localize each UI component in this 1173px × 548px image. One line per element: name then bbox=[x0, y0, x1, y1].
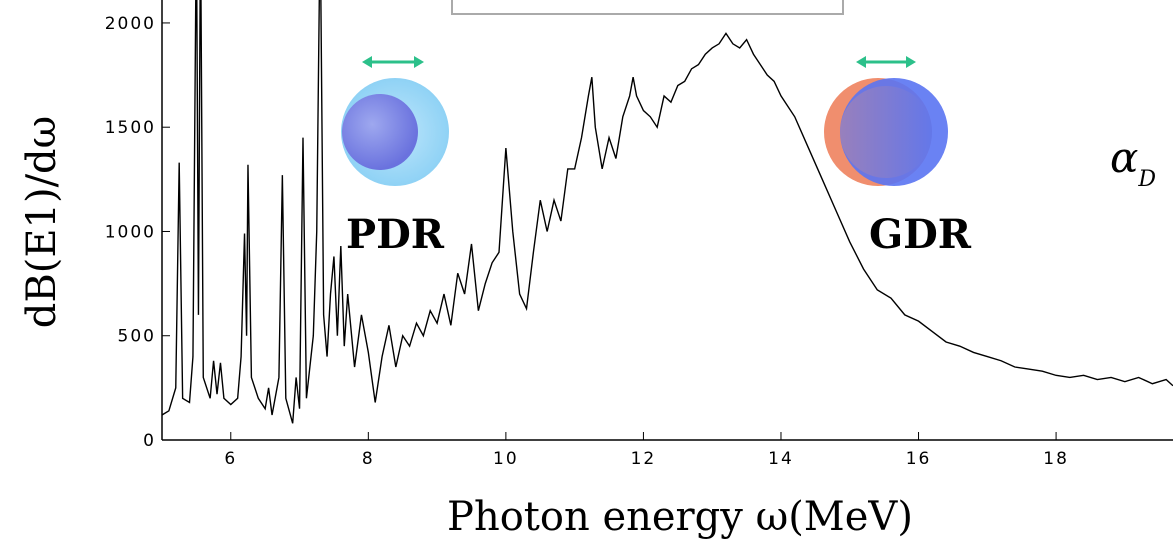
symbol-text: α bbox=[1110, 133, 1138, 182]
y-tick-label: 1500 bbox=[105, 118, 156, 138]
symbol-subscript: D bbox=[1137, 167, 1156, 192]
inset-box bbox=[451, 0, 844, 15]
y-tick-label: 1000 bbox=[105, 222, 156, 242]
annotation: GDR bbox=[869, 211, 972, 258]
y-tick-label: 500 bbox=[118, 327, 156, 347]
y-axis-label: dB(E1)/dω bbox=[19, 116, 65, 329]
x-tick-label: 18 bbox=[1043, 449, 1069, 469]
symbol: αD bbox=[1110, 133, 1156, 192]
pdr-icon bbox=[341, 56, 449, 186]
x-axis-label: Photon energy ω(MeV) bbox=[447, 494, 913, 540]
x-tick-label: 10 bbox=[493, 449, 519, 469]
y-tick-label: 0 bbox=[143, 431, 156, 451]
spectrum-line bbox=[162, 0, 1173, 424]
y-tick-label: 2000 bbox=[105, 14, 156, 34]
x-tick-label: 14 bbox=[768, 449, 794, 469]
x-tick-label: 16 bbox=[906, 449, 932, 469]
gdr-icon bbox=[824, 56, 948, 186]
x-tick-label: 6 bbox=[224, 449, 237, 469]
x-tick-label: 8 bbox=[362, 449, 375, 469]
annotation: PDR bbox=[346, 211, 445, 258]
x-tick-label: 12 bbox=[631, 449, 657, 469]
